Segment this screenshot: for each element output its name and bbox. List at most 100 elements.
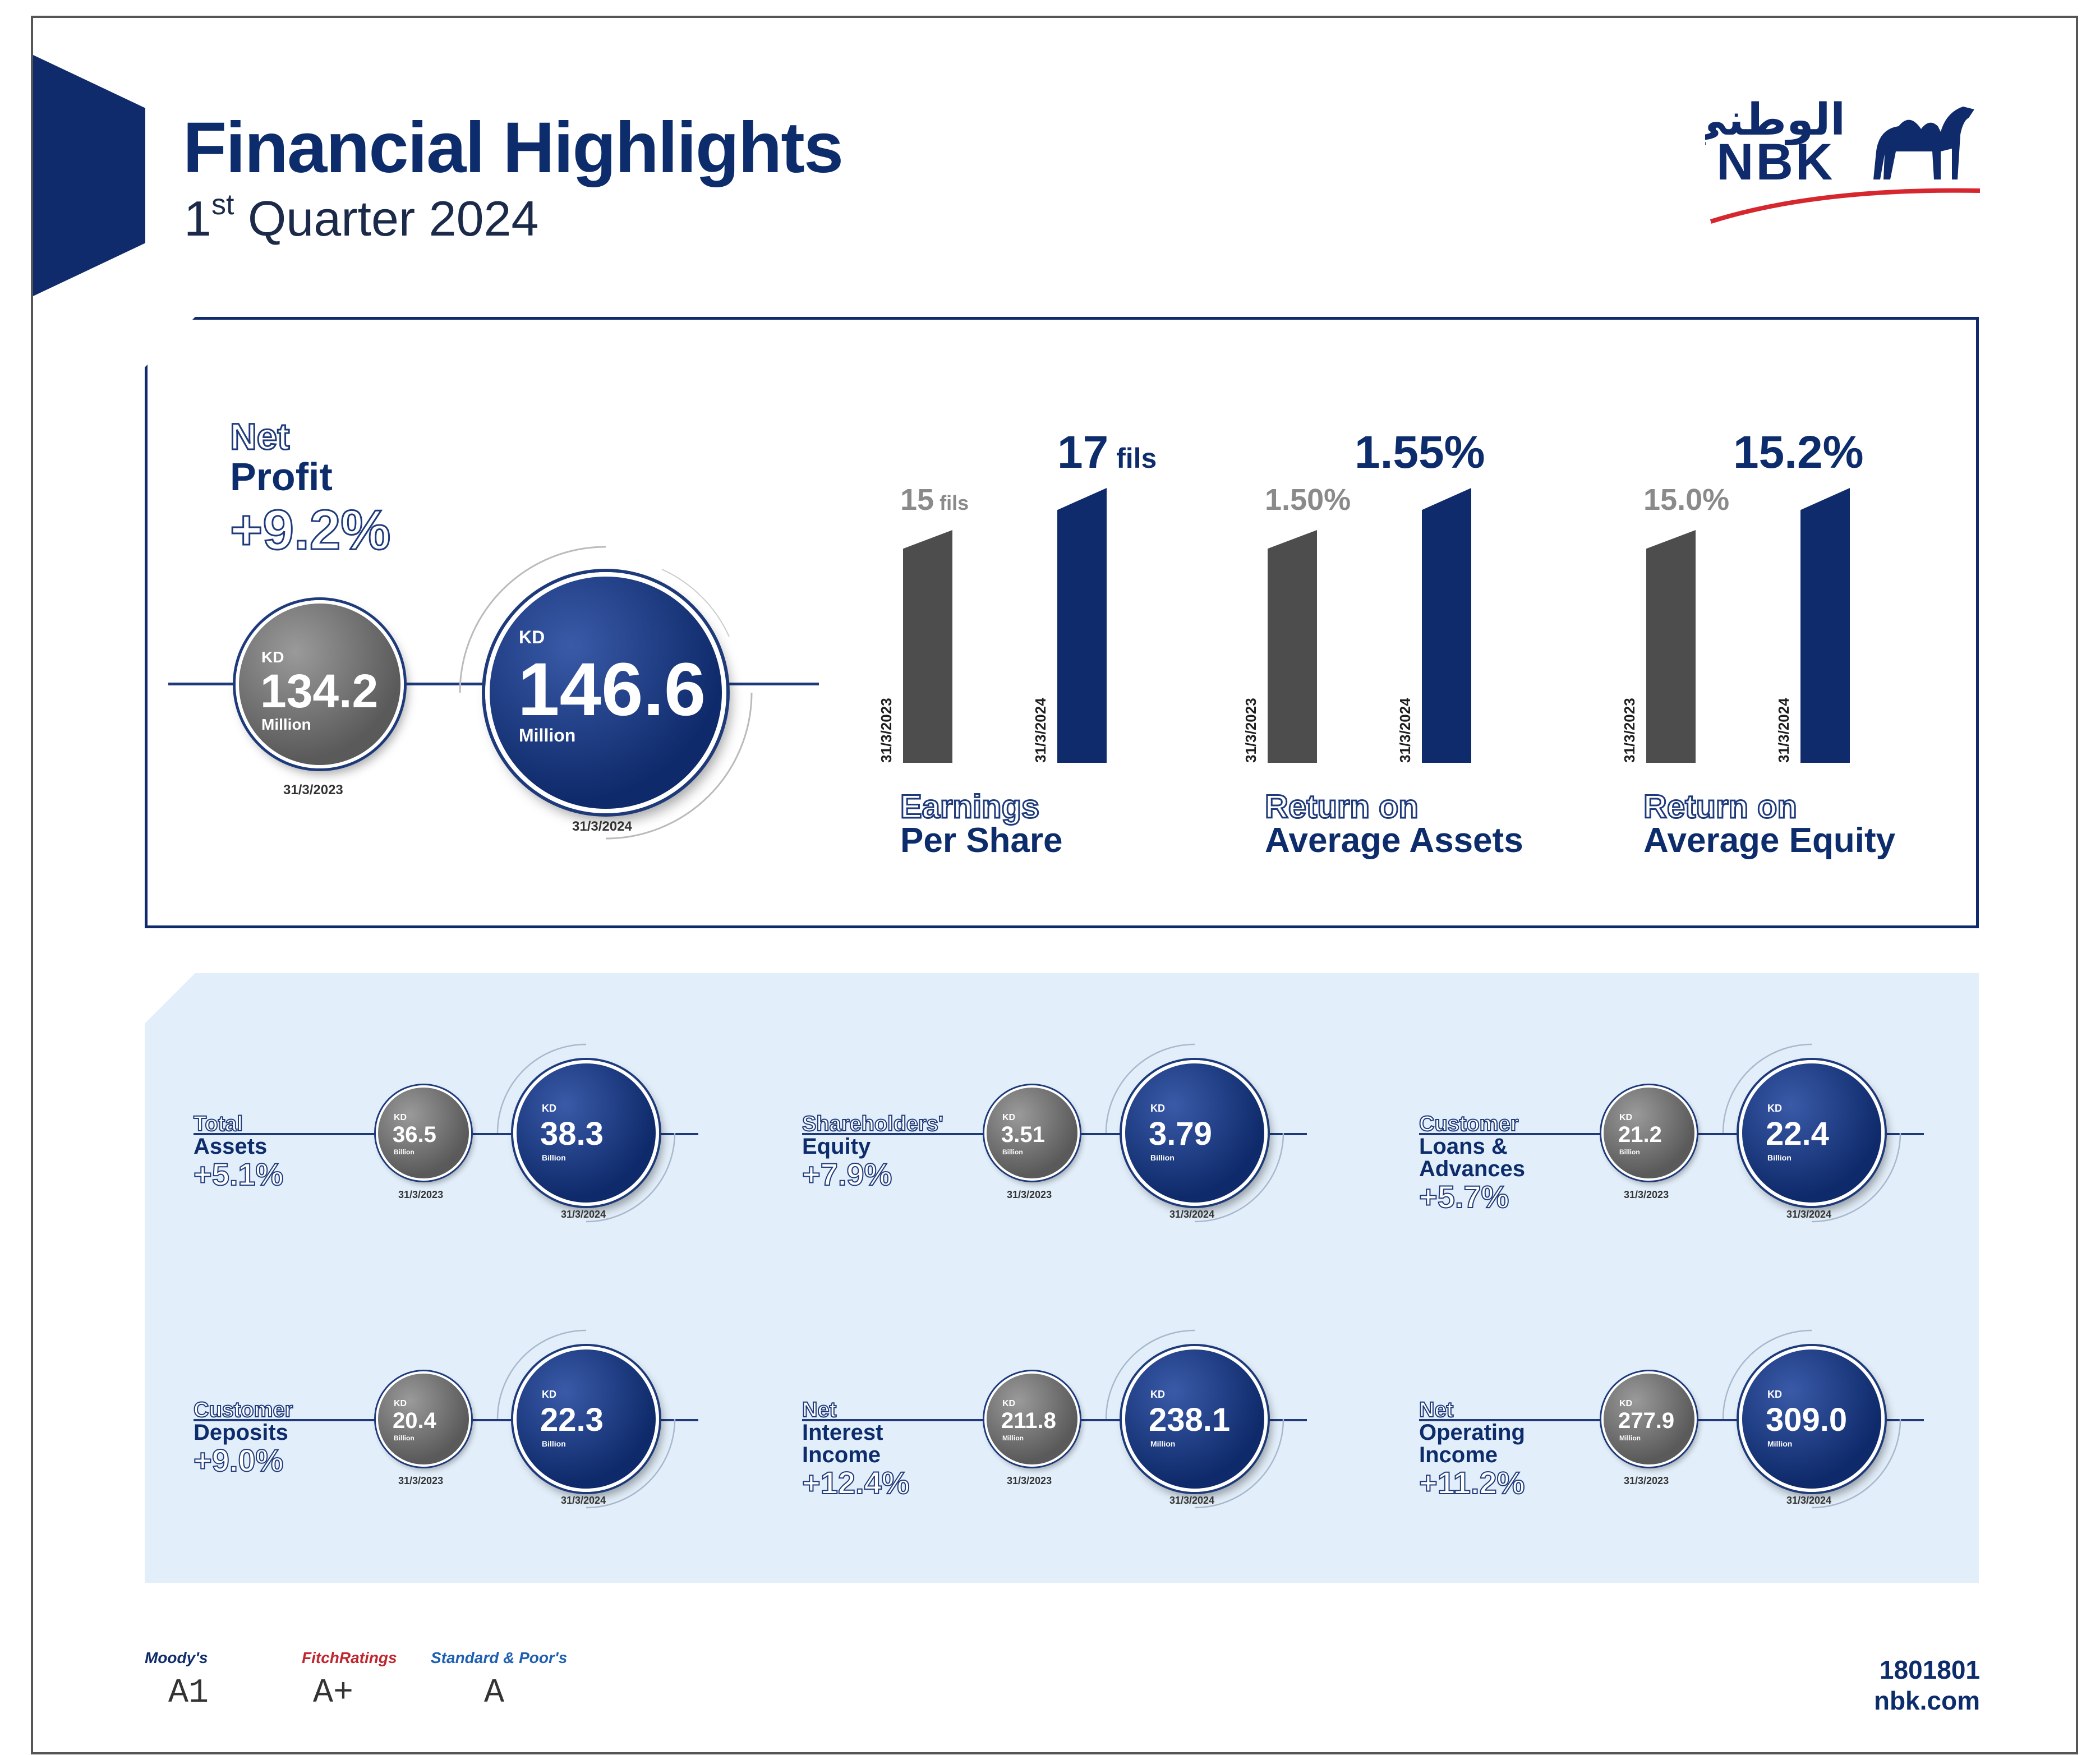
metric-curr-value: 38.3 (540, 1116, 604, 1152)
metric-arcs (1105, 1329, 1284, 1509)
metric-label: Loans & Advances (1419, 1134, 1525, 1181)
net-profit-prev-circle: KD 134.2 Million (236, 600, 404, 768)
metric-curr-date: 31/3/2024 (1169, 1209, 1215, 1220)
rating-value-1: A+ (313, 1674, 354, 1712)
bar-prev-date: 31/3/2023 (878, 698, 895, 763)
rating-agency-2: Standard & Poor's (431, 1649, 568, 1666)
bar-prev-value: 15 fils (900, 483, 969, 517)
unit-label: Million (519, 725, 576, 745)
unit-label: Million (1150, 1439, 1176, 1448)
currency-label: KD (519, 627, 545, 647)
unit-label: Million (1767, 1439, 1793, 1448)
metric-prev-date: 31/3/2023 (1624, 1475, 1669, 1486)
bar-curr-value: 1.55% (1355, 427, 1485, 478)
unit-label: Billion (1150, 1153, 1175, 1162)
unit-label: fils (1108, 443, 1157, 474)
metric-prev-value: 36.5 (393, 1122, 436, 1147)
currency-label: KD (1150, 1103, 1165, 1114)
metric-arcs (496, 1329, 676, 1509)
unit-label: Billion (542, 1439, 566, 1448)
metric-label: Deposits (194, 1420, 288, 1445)
contact-website[interactable]: nbk.com (1873, 1686, 1980, 1715)
metric-curr-date: 31/3/2024 (1169, 1495, 1215, 1506)
currency-label: KD (1767, 1103, 1782, 1114)
unit-label: Million (261, 716, 311, 733)
metric-prev-circle: KD 211.8 Million (984, 1371, 1080, 1467)
bar-prev (1268, 530, 1317, 763)
camel-icon (1873, 107, 1974, 179)
logo-arabic-text: الوطني (1705, 95, 1845, 145)
metric-prev-circle: KD 3.51 Billion (984, 1085, 1080, 1181)
unit-label: fils (934, 491, 969, 514)
bar-prev-value: 15.0% (1643, 483, 1730, 517)
currency-label: KD (394, 1399, 407, 1408)
metric-curr-value: 3.79 (1149, 1116, 1212, 1152)
logo-latin-text: NBK (1716, 133, 1835, 191)
unit-label: Billion (1767, 1153, 1792, 1162)
metric-curr-circle: KD 22.3 Billion (513, 1346, 659, 1492)
bar-prev-date: 31/3/2023 (1242, 698, 1259, 763)
metric-change: +5.7% (1419, 1179, 1509, 1214)
metric-label-outline: Total (193, 1112, 243, 1136)
metric-arcs (496, 1043, 676, 1223)
net-profit-label: Profit (230, 455, 333, 499)
net-profit-curr-circle: KD 146.6 Million (485, 572, 726, 813)
bar-metric-label: Average Equity (1643, 821, 1896, 860)
currency-label: KD (1619, 1399, 1633, 1408)
bar-curr (1422, 488, 1471, 763)
page-subtitle: 1st Quarter 2024 (184, 188, 539, 246)
bar-curr-date: 31/3/2024 (1775, 698, 1792, 763)
metric-prev-circle: KD 36.5 Billion (376, 1085, 471, 1181)
metric-prev-date: 31/3/2023 (398, 1189, 444, 1200)
net-profit-curr-value: 146.6 (518, 648, 706, 731)
unit-label: Million (1002, 1434, 1024, 1442)
top-panel-border (145, 317, 1979, 928)
contact-phone: 1801801 (1879, 1655, 1980, 1684)
currency-label: KD (1619, 1113, 1633, 1122)
metric-change: +9.0% (193, 1443, 284, 1478)
metric-prev-value: 21.2 (1618, 1122, 1662, 1147)
metric-change: +7.9% (802, 1157, 892, 1192)
currency-label: KD (1002, 1113, 1016, 1122)
bar-curr-value: 17 fils (1057, 427, 1157, 478)
bar-curr-date: 31/3/2024 (1032, 698, 1049, 763)
rating-value-0: A1 (168, 1674, 209, 1712)
metric-curr-value: 22.4 (1766, 1116, 1829, 1152)
unit-label: Billion (1619, 1148, 1640, 1156)
metric-change: +11.2% (1419, 1465, 1525, 1500)
bar-prev (1646, 530, 1696, 763)
bar-metric-label: Per Share (900, 821, 1063, 860)
bar-metric-label: Average Assets (1265, 821, 1523, 860)
metric-arcs (1722, 1043, 1901, 1223)
metric-prev-value: 20.4 (393, 1408, 436, 1433)
metric-curr-circle: KD 3.79 Billion (1122, 1060, 1268, 1206)
currency-label: KD (542, 1103, 556, 1114)
net-profit-curr-arcs (459, 546, 753, 840)
unit-label: Billion (1002, 1148, 1023, 1156)
metric-prev-date: 31/3/2023 (1624, 1189, 1669, 1200)
metric-curr-value: 238.1 (1149, 1402, 1231, 1438)
bar-metric-label-outline: Return on (1643, 789, 1798, 825)
unit-label: Million (1619, 1434, 1641, 1442)
currency-label: KD (1002, 1399, 1016, 1408)
metric-prev-value: 277.9 (1618, 1408, 1675, 1433)
bar-curr-date: 31/3/2024 (1397, 698, 1413, 763)
net-profit-change: +9.2% (229, 499, 391, 561)
rating-agency-0: Moody's (145, 1649, 208, 1666)
metric-prev-date: 31/3/2023 (1007, 1189, 1052, 1200)
net-profit-prev-date: 31/3/2023 (283, 782, 343, 798)
bar-prev-value: 1.50% (1265, 483, 1351, 517)
metric-curr-date: 31/3/2024 (561, 1209, 606, 1220)
metric-arcs (1722, 1329, 1901, 1509)
metric-curr-value: 309.0 (1766, 1402, 1848, 1438)
metric-prev-value: 3.51 (1001, 1122, 1045, 1147)
bottom-panel (145, 973, 1979, 1583)
metric-label: Operating Income (1419, 1420, 1525, 1467)
page-title: Financial Highlights (183, 108, 844, 188)
logo-swoosh (1710, 188, 1981, 224)
metric-prev-date: 31/3/2023 (1007, 1475, 1052, 1486)
metric-curr-circle: KD 22.4 Billion (1739, 1060, 1885, 1206)
metric-prev-value: 211.8 (1001, 1408, 1056, 1433)
nbk-logo: الوطني NBK (1705, 95, 1981, 224)
metric-label-outline: Customer (1419, 1112, 1519, 1136)
